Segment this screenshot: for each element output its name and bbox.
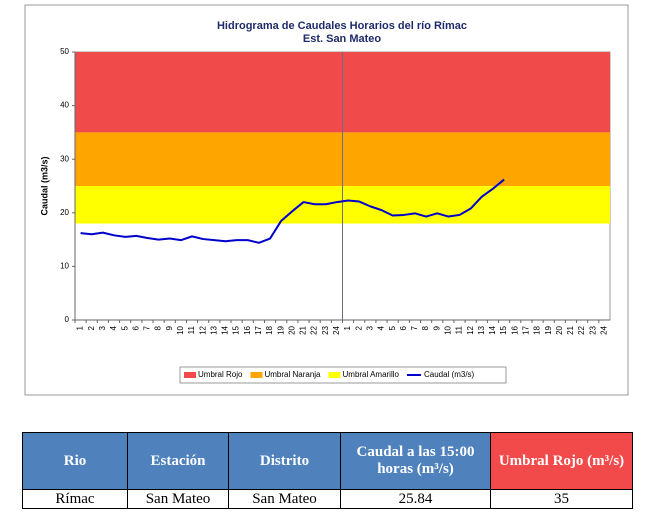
header-cell: Umbral Rojo (m³/s) <box>490 432 633 490</box>
legend-label: Umbral Rojo <box>198 370 243 379</box>
x-tick-label: 22 <box>310 325 319 334</box>
x-tick-label: 23 <box>321 325 330 334</box>
y-axis-label: Caudal (m3/s) <box>39 156 49 215</box>
x-tick-label: 16 <box>510 325 519 334</box>
x-tick-label: 7 <box>410 325 419 330</box>
x-tick-label: 23 <box>588 325 597 334</box>
x-tick-label: 4 <box>377 325 386 330</box>
legend-label: Caudal (m3/s) <box>424 370 475 379</box>
y-tick-label: 20 <box>60 208 69 217</box>
x-tick-label: 24 <box>332 325 341 334</box>
series-line <box>80 178 505 244</box>
x-tick-label: 5 <box>120 325 129 330</box>
chart: Hidrograma de Caudales Horarios del río … <box>24 4 629 396</box>
x-tick-label: 6 <box>131 325 140 330</box>
x-tick-label: 18 <box>533 325 542 334</box>
legend-frame <box>179 366 507 384</box>
x-tick-label: 2 <box>354 325 363 330</box>
x-tick-label: 13 <box>477 325 486 334</box>
x-tick-label: 5 <box>388 325 397 330</box>
y-tick-label: 0 <box>65 315 70 324</box>
x-tick-label: 17 <box>254 325 263 334</box>
x-tick-label: 20 <box>555 325 564 334</box>
x-tick-label: 14 <box>488 325 497 334</box>
x-tick-label: 7 <box>143 325 152 330</box>
cell: San Mateo <box>228 489 341 509</box>
y-tick-label: 50 <box>60 47 69 56</box>
cell: 25.84 <box>340 489 491 509</box>
legend-swatch <box>250 372 263 378</box>
x-tick-label: 3 <box>365 325 374 330</box>
x-tick-label: 14 <box>221 325 230 334</box>
x-tick-label: 6 <box>399 325 408 330</box>
x-tick-label: 15 <box>499 325 508 334</box>
legend-label: Umbral Amarillo <box>343 370 400 379</box>
y-tick-label: 40 <box>60 101 69 110</box>
chart-subtitle: Est. San Mateo <box>303 33 382 45</box>
x-tick-label: 12 <box>466 325 475 334</box>
header-cell: Caudal a las 15:00 horas (m³/s) <box>340 432 491 490</box>
x-tick-label: 9 <box>165 325 174 330</box>
x-tick-label: 3 <box>98 325 107 330</box>
x-tick-label: 11 <box>455 325 464 334</box>
x-tick-label: 19 <box>544 325 553 334</box>
x-tick-label: 8 <box>154 325 163 330</box>
x-tick-label: 8 <box>421 325 430 330</box>
cell: 35 <box>490 489 633 509</box>
x-tick-label: 18 <box>265 325 274 334</box>
x-tick-label: 24 <box>600 325 609 334</box>
cell: San Mateo <box>127 489 229 509</box>
x-tick-label: 12 <box>198 325 207 334</box>
x-tick-label: 9 <box>432 325 441 330</box>
y-tick-label: 30 <box>60 154 69 163</box>
legend-swatch <box>184 372 196 378</box>
x-tick-label: 10 <box>176 325 185 334</box>
x-tick-label: 15 <box>232 325 241 334</box>
y-tick-label: 10 <box>60 262 69 271</box>
x-tick-label: 17 <box>522 325 531 334</box>
x-tick-label: 2 <box>87 325 96 330</box>
x-tick-label: 20 <box>287 325 296 334</box>
x-tick-label: 1 <box>343 325 352 330</box>
x-tick-label: 16 <box>243 325 252 334</box>
header-cell: Distrito <box>228 432 341 490</box>
legend-swatch <box>328 372 341 378</box>
cell: Rímac <box>22 489 128 509</box>
x-tick-label: 13 <box>209 325 218 334</box>
x-tick-label: 10 <box>443 325 452 334</box>
x-tick-label: 19 <box>276 325 285 334</box>
x-tick-label: 22 <box>577 325 586 334</box>
x-tick-label: 21 <box>299 325 308 334</box>
header-cell: Estación <box>127 432 229 490</box>
x-tick-label: 1 <box>76 325 85 330</box>
header-cell: Rio <box>22 432 128 490</box>
x-tick-label: 11 <box>187 325 196 334</box>
x-tick-label: 4 <box>109 325 118 330</box>
x-tick-label: 21 <box>566 325 575 334</box>
chart-title: Hidrograma de Caudales Horarios del río … <box>217 20 467 32</box>
legend-label: Umbral Naranja <box>264 370 321 379</box>
summary-table: Rio Estación Distrito Caudal a las 15:00… <box>22 432 633 509</box>
